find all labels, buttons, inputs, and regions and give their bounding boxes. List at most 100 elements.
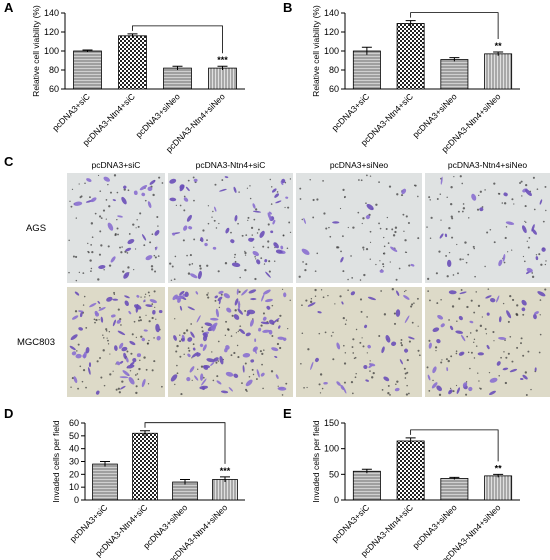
pore [93, 318, 96, 321]
cell [133, 190, 138, 195]
cell [521, 299, 527, 306]
cell [341, 301, 344, 305]
pore [113, 291, 116, 294]
cell [275, 374, 279, 379]
cell [275, 200, 282, 204]
pore [361, 222, 363, 225]
cell [147, 201, 152, 208]
y-tick-label: 40 [69, 444, 79, 454]
y-tick-label: 140 [324, 8, 339, 18]
pore [352, 338, 355, 341]
cell [260, 372, 265, 377]
cell [79, 311, 83, 318]
pore [322, 180, 324, 182]
column-label: pcDNA3+siNeo [330, 160, 389, 170]
pore [404, 372, 407, 375]
cell [69, 345, 76, 351]
cell [427, 374, 431, 381]
cell [237, 300, 241, 310]
error-bar [361, 46, 372, 55]
pore [98, 215, 102, 218]
pore [382, 265, 385, 268]
pore [498, 193, 501, 195]
pore [136, 373, 139, 375]
pore [217, 360, 220, 362]
cell [143, 299, 146, 303]
cell [132, 358, 137, 363]
cell [256, 369, 260, 378]
cell [123, 352, 127, 359]
error-bar [127, 33, 138, 38]
pore [89, 259, 92, 262]
pore [150, 265, 154, 268]
pore [525, 183, 528, 187]
pore [527, 350, 530, 353]
pore [183, 331, 186, 335]
cell [184, 291, 189, 297]
cell [210, 362, 215, 366]
pore [151, 233, 154, 236]
cell [439, 233, 444, 239]
pore [516, 346, 519, 349]
cell [75, 353, 82, 359]
pore [102, 349, 105, 352]
pore [299, 187, 302, 190]
pore [360, 179, 363, 182]
cell [410, 263, 415, 267]
pore [527, 246, 530, 249]
pore [383, 245, 386, 248]
significance-label: *** [217, 55, 228, 65]
pore [381, 389, 384, 391]
cell [403, 295, 410, 300]
bar [172, 481, 198, 501]
cell [390, 246, 398, 252]
pore [153, 254, 156, 257]
pore [462, 203, 465, 205]
pore [355, 328, 358, 331]
pore [339, 207, 342, 210]
pore [484, 328, 487, 330]
cell [391, 341, 397, 346]
bar [352, 50, 381, 90]
cell [395, 309, 401, 317]
cell [432, 366, 437, 374]
pore [342, 270, 345, 273]
pore [262, 387, 264, 390]
pore [123, 188, 126, 191]
cell [186, 214, 192, 222]
pore [366, 316, 368, 318]
pore [391, 288, 394, 291]
cell [534, 311, 539, 315]
pore [378, 222, 380, 225]
cell [503, 192, 508, 197]
pore [375, 203, 378, 206]
y-tick-label: 20 [69, 469, 79, 479]
panel-label: C [4, 154, 14, 169]
pore [523, 260, 526, 263]
cell [236, 288, 239, 295]
pore [183, 195, 186, 198]
pore [128, 233, 131, 235]
pore [405, 251, 408, 253]
pore [493, 241, 496, 244]
y-tick-label: 80 [49, 65, 59, 75]
pore [139, 359, 141, 362]
cell [202, 332, 208, 338]
cell [486, 344, 490, 350]
pore [95, 318, 98, 322]
pore [113, 293, 116, 296]
pore [144, 296, 146, 298]
pore [207, 292, 209, 294]
pore [214, 299, 217, 302]
cell [262, 329, 271, 333]
pore [281, 394, 284, 396]
cell [363, 364, 368, 370]
pore [392, 234, 396, 237]
cell [264, 259, 268, 263]
pore [187, 272, 191, 275]
pore [77, 343, 80, 346]
pore [357, 211, 360, 214]
cell [121, 196, 127, 205]
cell [119, 376, 129, 379]
pore [157, 255, 160, 257]
